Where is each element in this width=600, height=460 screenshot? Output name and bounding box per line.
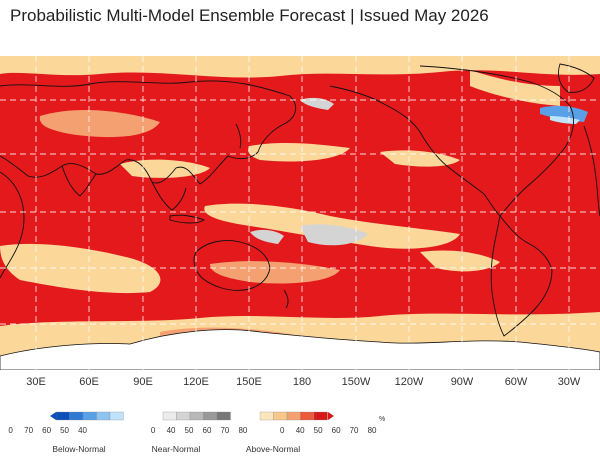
southeast-pacific-low-probability-region: [420, 250, 500, 272]
graticule: [0, 56, 600, 370]
legend-tick-above: 0: [279, 426, 285, 435]
east-pacific-low-probability-region: [380, 150, 460, 167]
legend-swatch-near: [162, 411, 177, 421]
legend-tick-above: 60: [331, 426, 341, 435]
legend-tick-above: 70: [349, 426, 359, 435]
legend-swatch-near: [176, 411, 191, 421]
north-atlantic-below-normal-patch: [540, 105, 588, 122]
legend-unit: %: [379, 416, 386, 423]
australia-coastline: [193, 240, 271, 291]
longitude-label: 30E: [26, 376, 46, 388]
asia-mid-probability-region: [39, 109, 160, 138]
longitude-label: 60E: [79, 376, 99, 388]
forecast-map-canvas: [0, 56, 600, 370]
north-atlantic-below-normal-edge: [550, 116, 580, 124]
legend-tick-below: 50: [60, 426, 69, 435]
legend-swatch-below: [82, 411, 97, 421]
japan-coastline: [235, 123, 242, 149]
central-pacific-near-normal-region: [300, 224, 368, 246]
south-indian-ocean-low-probability-region: [0, 243, 161, 294]
legend-tick-near: 60: [202, 426, 212, 435]
south-america-coastline: [490, 214, 553, 337]
legend-swatch-above: [313, 411, 328, 421]
bering-near-normal-patch: [300, 97, 334, 110]
legend-tick-above: 80: [367, 426, 377, 435]
west-pacific-near-normal-patch: [250, 229, 284, 244]
legend-tick-near: 50: [184, 426, 194, 435]
legend-arrow-left: [50, 412, 56, 420]
legend-arrow-right: [328, 412, 334, 420]
legend-swatch-near: [216, 411, 231, 421]
coastlines: [0, 63, 600, 337]
eurasia-coastline: [0, 80, 297, 185]
greenland-coastline: [557, 63, 595, 93]
legend-label-above-normal: Above-Normal: [245, 444, 301, 454]
longitude-label: 90W: [450, 376, 474, 388]
legend-tick-near: 0: [150, 426, 156, 435]
legend-swatch-above: [300, 411, 315, 421]
atlantic-east-coastline: [583, 125, 600, 217]
legend-swatch-near: [189, 411, 204, 421]
legend-colorbar: [50, 411, 334, 421]
longitude-label: 120W: [394, 376, 424, 388]
southeast-asia-coastline: [151, 181, 187, 211]
arctic-low-probability-region: [0, 56, 600, 78]
longitude-label: 90E: [133, 376, 153, 388]
legend-swatch-above: [286, 411, 301, 421]
north-america-east-coastline: [419, 65, 574, 217]
indonesia-coastline: [169, 214, 205, 224]
legend-tick-near: 70: [220, 426, 230, 435]
legend-tick-below: 40: [78, 426, 87, 435]
legend-label-near-normal: Near-Normal: [151, 444, 201, 454]
south-pacific-mid-probability-region: [210, 261, 340, 284]
longitude-label: 60W: [504, 376, 528, 388]
forecast-map: [0, 56, 600, 370]
longitude-label: 120E: [183, 376, 209, 388]
longitude-label: 150E: [236, 376, 262, 388]
legend-swatch-above: [259, 411, 274, 421]
legend-swatch-above: [273, 411, 288, 421]
antarctica-landmass: [0, 329, 600, 370]
north-america-low-probability-region: [470, 70, 560, 106]
africa-coastline: [0, 171, 25, 279]
legend-tick-near: 40: [166, 426, 176, 435]
indian-ocean-north-low-probability-region: [120, 159, 210, 178]
legend-swatch-near: [203, 411, 218, 421]
longitude-label: 30W: [557, 376, 581, 388]
new-zealand-coastline: [283, 289, 289, 309]
longitude-label: 180: [292, 376, 312, 388]
longitude-label: 150W: [341, 376, 371, 388]
legend-tick-below: 70: [24, 426, 34, 435]
legend: % Below-Normal Near-Normal Above-Normal …: [0, 404, 600, 460]
south-asia-coastline: [61, 165, 97, 197]
legend-tick-above: 50: [313, 426, 323, 435]
longitude-axis: 30E 60E 90E 120E 150E 180 150W 120W 90W 60W 30W: [0, 376, 600, 392]
north-america-west-coastline: [329, 85, 501, 217]
north-pacific-low-probability-region: [248, 142, 350, 162]
chart-title: Probabilistic Multi-Model Ensemble Forec…: [10, 6, 489, 25]
legend-label-below-normal: Below-Normal: [52, 444, 106, 454]
legend-tick-near: 80: [238, 426, 248, 435]
legend-tick-below: 0: [8, 426, 13, 435]
legend-tick-above: 40: [295, 426, 305, 435]
legend-swatch-below: [69, 411, 84, 421]
legend-swatch-below: [96, 411, 111, 421]
legend-tick-below: 60: [42, 426, 52, 435]
legend-swatch-below: [55, 411, 70, 421]
legend-swatch-below: [109, 411, 124, 421]
